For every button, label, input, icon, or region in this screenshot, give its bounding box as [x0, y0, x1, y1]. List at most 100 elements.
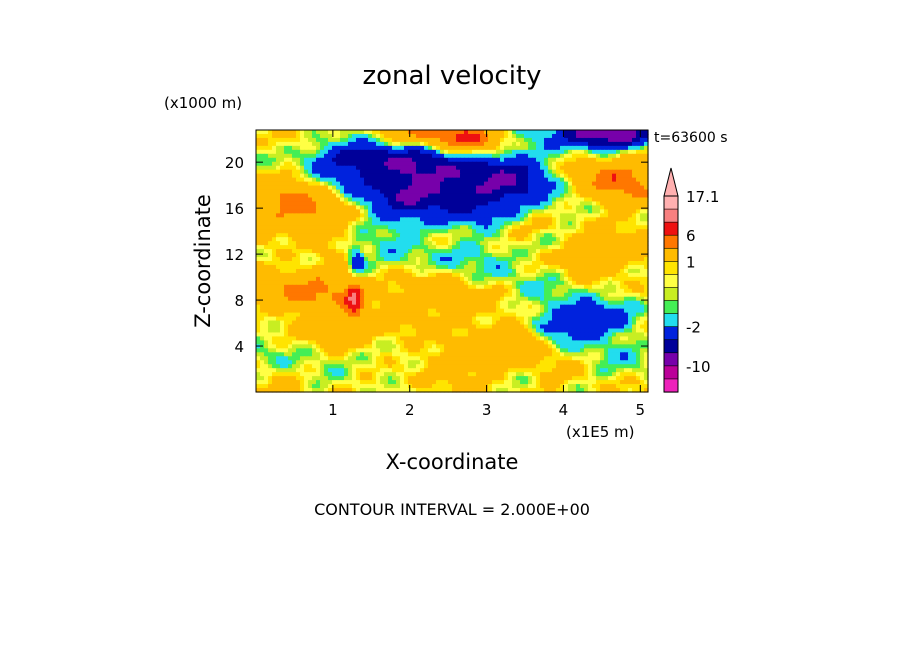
field-cell: [344, 145, 349, 151]
field-cell: [408, 213, 413, 218]
field-cell: [604, 205, 609, 210]
field-cell: [268, 261, 273, 266]
field-cell: [360, 312, 365, 318]
field-cell: [320, 292, 325, 298]
field-cell: [512, 316, 517, 322]
field-cell: [412, 249, 417, 254]
field-cell: [480, 141, 485, 147]
field-cell: [364, 280, 369, 286]
field-cell: [544, 145, 549, 151]
field-cell: [372, 161, 377, 167]
field-cell: [600, 316, 605, 322]
field-cell: [420, 261, 425, 266]
field-cell: [356, 193, 361, 199]
field-cell: [500, 149, 505, 155]
field-cell: [352, 181, 357, 187]
field-cell: [544, 284, 549, 290]
field-cell: [384, 205, 389, 210]
field-cell: [632, 324, 637, 330]
field-cell: [576, 153, 581, 159]
field-cell: [348, 272, 353, 278]
field-cell: [600, 189, 605, 195]
field-cell: [332, 237, 337, 242]
field-cell: [420, 165, 425, 171]
field-cell: [540, 276, 545, 282]
field-cell: [256, 245, 261, 250]
field-cell: [332, 173, 337, 179]
field-cell: [596, 165, 601, 171]
field-cell: [296, 268, 301, 274]
field-cell: [496, 245, 501, 250]
field-cell: [444, 304, 449, 310]
field-cell: [380, 201, 385, 207]
field-cell: [448, 201, 453, 207]
field-cell: [392, 292, 397, 298]
field-cell: [408, 181, 413, 187]
field-cell: [404, 141, 409, 147]
field-cell: [348, 209, 353, 214]
field-cell: [360, 264, 365, 270]
field-cell: [272, 304, 277, 310]
field-cell: [540, 253, 545, 258]
field-cell: [524, 304, 529, 310]
field-cell: [488, 264, 493, 270]
field-cell: [276, 304, 281, 310]
field-cell: [264, 197, 269, 203]
field-cell: [260, 276, 265, 282]
field-cell: [576, 316, 581, 322]
field-cell: [500, 292, 505, 298]
field-cell: [600, 284, 605, 290]
field-cell: [424, 304, 429, 310]
field-cell: [304, 189, 309, 195]
field-cell: [508, 229, 513, 234]
field-cell: [484, 284, 489, 290]
field-cell: [404, 316, 409, 322]
field-cell: [532, 169, 537, 175]
field-cell: [448, 153, 453, 159]
field-cell: [620, 229, 625, 234]
field-cell: [300, 288, 305, 294]
field-cell: [640, 292, 645, 298]
field-cell: [384, 312, 389, 318]
field-cell: [384, 185, 389, 191]
field-cell: [524, 328, 529, 334]
field-cell: [388, 296, 393, 302]
field-cell: [304, 213, 309, 218]
field-cell: [528, 225, 533, 230]
field-cell: [572, 253, 577, 258]
field-cell: [340, 161, 345, 167]
field-cell: [268, 193, 273, 199]
field-cell: [312, 233, 317, 238]
field-cell: [428, 161, 433, 167]
field-cell: [412, 153, 417, 159]
field-cell: [548, 229, 553, 234]
field-cell: [360, 130, 365, 135]
field-cell: [568, 145, 573, 151]
field-cell: [284, 245, 289, 250]
field-cell: [372, 292, 377, 298]
field-cell: [372, 288, 377, 294]
field-cell: [316, 169, 321, 175]
field-cell: [400, 193, 405, 199]
field-cell: [316, 141, 321, 147]
field-cell: [468, 233, 473, 238]
field-cell: [476, 257, 481, 262]
field-cell: [376, 280, 381, 286]
field-cell: [508, 149, 513, 155]
field-cell: [640, 257, 645, 262]
field-cell: [592, 288, 597, 294]
field-cell: [300, 229, 305, 234]
field-cell: [428, 304, 433, 310]
field-cell: [476, 308, 481, 314]
field-cell: [476, 197, 481, 203]
field-cell: [440, 268, 445, 274]
field-cell: [508, 145, 513, 151]
field-cell: [332, 249, 337, 254]
field-cell: [632, 257, 637, 262]
field-cell: [396, 296, 401, 302]
field-cell: [496, 324, 501, 330]
field-cell: [276, 141, 281, 147]
field-cell: [608, 272, 613, 278]
field-cell: [580, 237, 585, 242]
field-cell: [388, 237, 393, 242]
